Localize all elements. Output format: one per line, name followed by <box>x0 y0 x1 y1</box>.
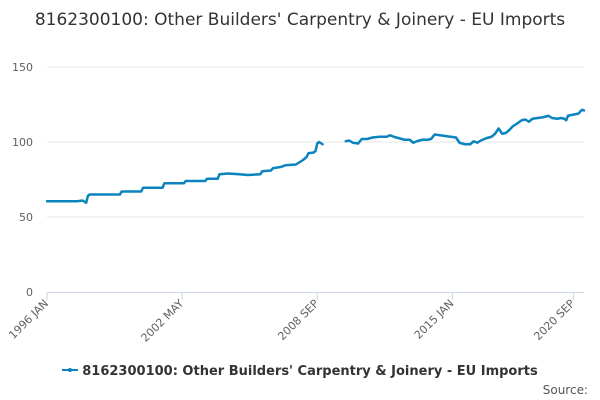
x-tick-label: 2015 JAN <box>412 297 457 342</box>
y-tick-label: 150 <box>12 61 33 74</box>
series-line-segment <box>344 108 586 146</box>
y-tick-label: 50 <box>19 211 33 224</box>
series-line-segment <box>45 140 324 204</box>
source-credit[interactable]: Source: <box>542 383 588 397</box>
x-tick-label: 1996 JAN <box>6 297 51 342</box>
legend-marker-icon <box>62 367 79 372</box>
x-axis-labels: 1996 JAN 2002 MAY 2008 SEP 2015 JAN 2020 SEP <box>6 297 577 345</box>
y-axis-labels: 0 50 100 150 <box>12 61 33 299</box>
y-tick-label: 100 <box>12 136 33 149</box>
gridlines <box>47 66 584 218</box>
series-lines <box>45 108 586 204</box>
x-tick-label: 2008 SEP <box>275 297 321 343</box>
x-tick-label: 2020 SEP <box>531 297 577 343</box>
legend[interactable]: 8162300100: Other Builders' Carpentry & … <box>0 364 600 379</box>
x-axis <box>46 292 584 300</box>
chart-title: 8162300100: Other Builders' Carpentry & … <box>34 10 566 30</box>
y-tick-label: 0 <box>26 286 33 299</box>
legend-label: 8162300100: Other Builders' Carpentry & … <box>82 364 538 379</box>
x-tick-label: 2002 MAY <box>139 297 187 345</box>
